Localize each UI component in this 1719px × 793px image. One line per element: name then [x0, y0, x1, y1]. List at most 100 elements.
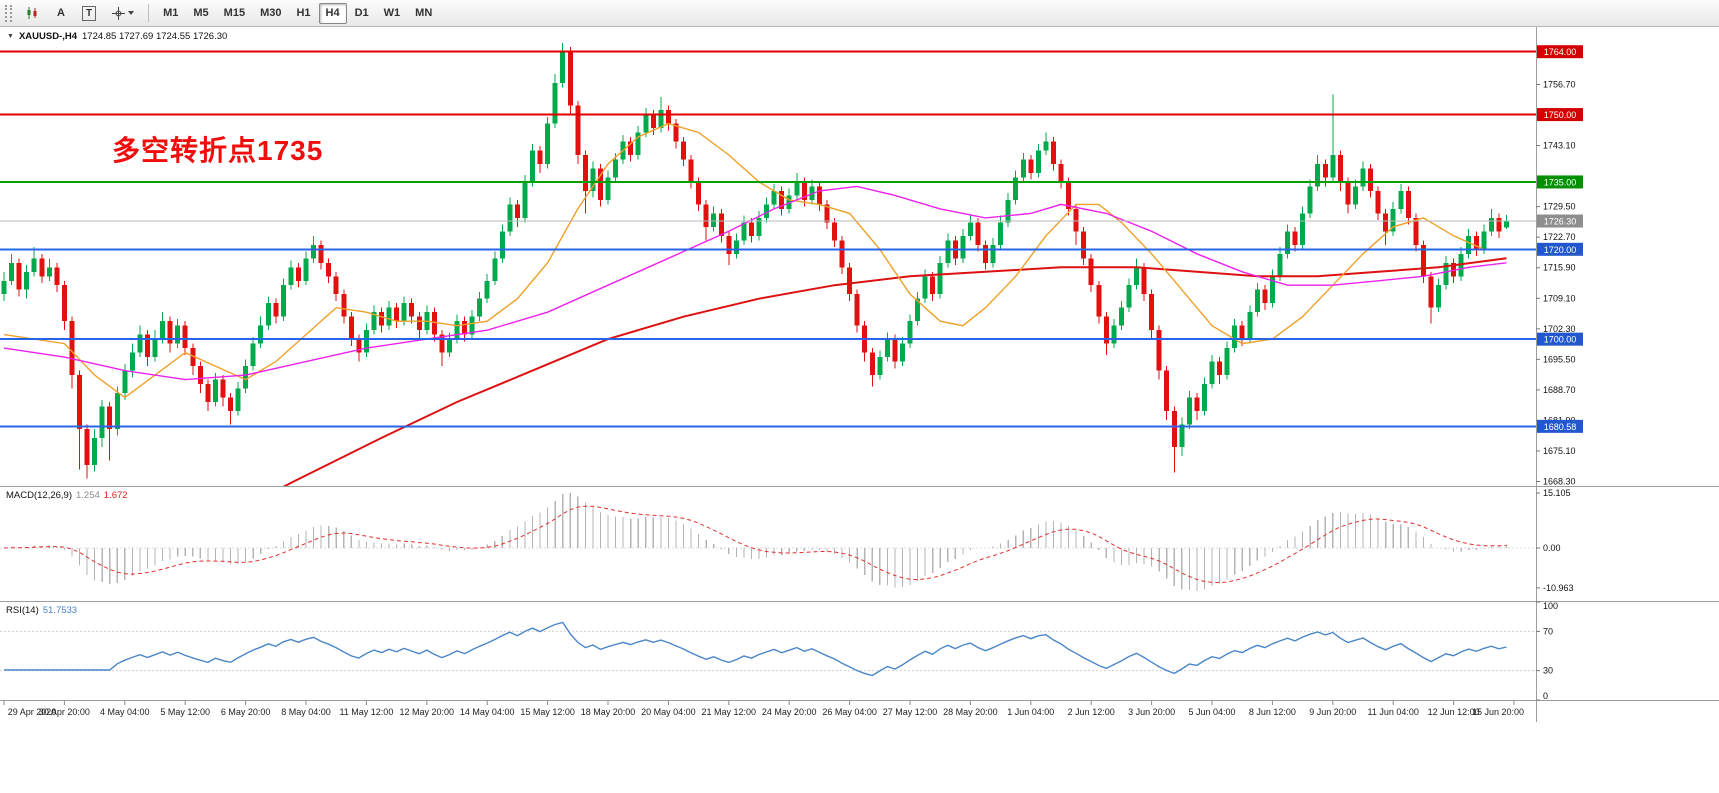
macd-panel — [0, 493, 1536, 592]
svg-text:1680.58: 1680.58 — [1544, 422, 1577, 432]
macd-signal-line — [3, 505, 1507, 584]
date-label: 15 Jun 20:00 — [1472, 707, 1524, 717]
font-tool-label: A — [57, 7, 65, 19]
price-badge-1764.00: 1764.00 — [1537, 45, 1583, 59]
timeframe-button-m30[interactable]: M30 — [253, 3, 288, 24]
candlesticks — [1, 43, 1509, 479]
moving-averages — [3, 122, 1507, 486]
macd-name: MACD(12,26,9) — [6, 490, 72, 501]
text-tool-label: T — [82, 5, 97, 21]
price-tick-label: 1702.30 — [1543, 324, 1576, 334]
price-tick-label: 1743.10 — [1543, 141, 1576, 151]
price-tick-label: 1722.70 — [1543, 232, 1576, 242]
price-tick-label: 1688.70 — [1543, 385, 1576, 395]
rsi-name: RSI(14) — [6, 605, 39, 616]
price-tick-label: 1729.50 — [1543, 202, 1576, 212]
price-tick-label: 1668.30 — [1543, 477, 1576, 487]
text-tool-button[interactable]: T — [75, 3, 103, 24]
macd-axis-label: 15.105 — [1543, 488, 1571, 498]
date-label: 20 May 04:00 — [641, 707, 696, 717]
timeframe-button-w1[interactable]: W1 — [377, 3, 408, 24]
date-label: 2 Jun 12:00 — [1068, 707, 1115, 717]
date-label: 3 Jun 20:00 — [1128, 707, 1175, 717]
rsi-value: 51.7533 — [42, 605, 78, 616]
macd-indicator-label: MACD(12,26,9) 1.254 1.672 — [6, 490, 128, 501]
timeframe-button-mn[interactable]: MN — [408, 3, 439, 24]
date-label: 29 Apr 2020 — [8, 707, 57, 717]
rsi-panel — [0, 621, 1536, 677]
rsi-indicator-label: RSI(14) 51.7533 — [6, 605, 77, 616]
macd-signal-value: 1.672 — [103, 490, 128, 501]
date-label: 18 May 20:00 — [581, 707, 636, 717]
price-badge-1726.30: 1726.30 — [1537, 214, 1583, 228]
rsi-axis-label: 70 — [1543, 626, 1553, 636]
ma-slow-red-line — [282, 257, 1507, 486]
toolbar-grip-handle[interactable] — [5, 4, 12, 22]
timeframe-button-h1[interactable]: H1 — [289, 3, 317, 24]
date-label: 11 May 12:00 — [339, 707, 393, 717]
ma-fast-orange-line — [3, 122, 1507, 399]
price-tick-label: 1695.50 — [1543, 354, 1576, 364]
timeframe-button-m1[interactable]: M1 — [156, 3, 185, 24]
price-tick-label: 1715.90 — [1543, 263, 1576, 273]
price-tick-label: 1675.10 — [1543, 446, 1576, 456]
date-label: 1 Jun 04:00 — [1007, 707, 1054, 717]
chart-canvas[interactable]: 1756.70 1743.10 1729.50 1722.70 1715.90 1709.… — [0, 27, 1719, 793]
date-label: 30 Apr 20:00 — [39, 707, 90, 717]
toolbar: A T M1 M5 M15 M30 H1 H4 D1 W1 MN — [0, 0, 1719, 27]
date-label: 6 May 20:00 — [221, 707, 271, 717]
date-label: 5 May 12:00 — [160, 707, 210, 717]
date-label: 12 Jun 12:00 — [1428, 707, 1480, 717]
font-tool-button[interactable]: A — [49, 3, 73, 24]
timeframe-button-d1[interactable]: D1 — [348, 3, 376, 24]
svg-text:1764.00: 1764.00 — [1544, 47, 1577, 57]
date-label: 28 May 20:00 — [943, 707, 998, 717]
macd-main-value: 1.254 — [76, 490, 100, 501]
chart-symbol-label: XAUUSD-,H4 — [18, 31, 77, 42]
date-label: 8 Jun 12:00 — [1249, 707, 1296, 717]
annotation-text[interactable]: 多空转折点1735 — [112, 135, 324, 166]
timeframe-buttons: M1 M5 M15 M30 H1 H4 D1 W1 MN — [156, 2, 439, 24]
chart-type-button[interactable] — [19, 3, 47, 24]
timeframe-button-m15[interactable]: M15 — [217, 3, 252, 24]
toolbar-separator — [148, 4, 150, 22]
date-label: 26 May 04:00 — [822, 707, 877, 717]
macd-axis-label: -10.963 — [1543, 583, 1574, 593]
date-label: 21 May 12:00 — [702, 707, 757, 717]
horizontal-level-lines — [0, 50, 1536, 428]
date-label: 14 May 04:00 — [460, 707, 515, 717]
rsi-axis-label: 100 — [1543, 601, 1558, 611]
date-label: 8 May 04:00 — [281, 707, 331, 717]
price-badge-1720.00: 1720.00 — [1537, 242, 1583, 256]
svg-text:1700.00: 1700.00 — [1544, 335, 1577, 345]
date-label: 12 May 20:00 — [400, 707, 455, 717]
date-label: 11 Jun 04:00 — [1368, 707, 1419, 717]
rsi-axis-label: 0 — [1543, 691, 1548, 701]
price-badge-1735.00: 1735.00 — [1537, 175, 1583, 189]
price-badge-1680.58: 1680.58 — [1537, 419, 1583, 433]
macd-axis-label: 0.00 — [1543, 543, 1561, 553]
rsi-line — [4, 621, 1507, 677]
date-label: 9 Jun 20:00 — [1309, 707, 1356, 717]
price-badge-1750.00: 1750.00 — [1537, 108, 1583, 122]
crosshair-icon — [112, 6, 126, 20]
date-label: 27 May 12:00 — [883, 707, 938, 717]
axes: 1756.70 1743.10 1729.50 1722.70 1715.90 1709.… — [0, 27, 1719, 722]
date-label: 24 May 20:00 — [762, 707, 817, 717]
crosshair-tool-button[interactable] — [105, 3, 141, 24]
svg-text:1726.30: 1726.30 — [1544, 217, 1577, 227]
collapse-triangle-icon[interactable]: ▼ — [7, 33, 14, 40]
price-tick-label: 1709.10 — [1543, 293, 1576, 303]
svg-text:1750.00: 1750.00 — [1544, 110, 1577, 120]
date-label: 5 Jun 04:00 — [1188, 707, 1235, 717]
date-label: 4 May 04:00 — [100, 707, 150, 717]
timeframe-button-h4[interactable]: H4 — [318, 2, 347, 24]
chevron-down-icon — [128, 11, 135, 15]
date-label: 15 May 12:00 — [520, 707, 575, 717]
price-badge-1700.00: 1700.00 — [1537, 332, 1583, 346]
svg-text:1735.00: 1735.00 — [1544, 177, 1577, 187]
timeframe-button-m5[interactable]: M5 — [186, 3, 215, 24]
candlestick-chart-icon — [27, 7, 37, 19]
